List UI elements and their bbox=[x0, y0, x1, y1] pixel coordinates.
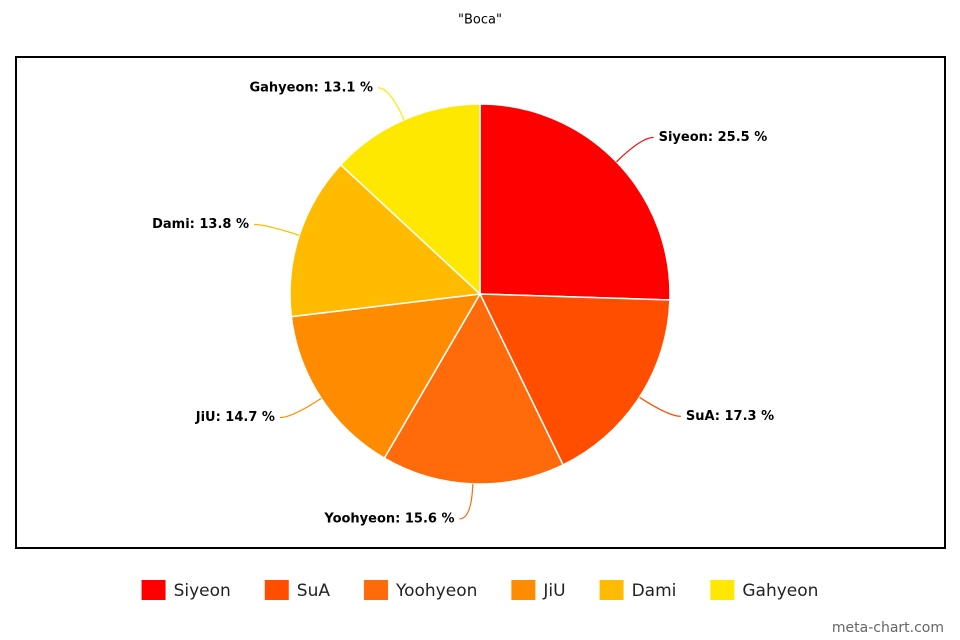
legend-label: Gahyeon bbox=[742, 581, 818, 601]
legend-swatch bbox=[511, 580, 536, 600]
legend-label: JiU bbox=[542, 581, 565, 601]
pie-slice bbox=[289, 163, 482, 318]
pie-slice bbox=[478, 293, 671, 466]
data-label: SuA: 17.3 % bbox=[686, 409, 774, 424]
pie-slice bbox=[479, 103, 671, 301]
legend-label: Siyeon bbox=[174, 581, 231, 601]
leader-line bbox=[639, 396, 681, 417]
chart-title: "Boca" bbox=[458, 13, 502, 28]
pie-slice bbox=[290, 293, 482, 460]
leader-line bbox=[279, 397, 322, 419]
data-label: JiU: 14.7 % bbox=[195, 410, 275, 425]
data-label: Gahyeon: 13.1 % bbox=[249, 80, 373, 95]
legend-swatch bbox=[141, 580, 166, 600]
leader-line bbox=[254, 223, 300, 236]
pie-slice bbox=[383, 292, 565, 485]
data-label: Dami: 13.8 % bbox=[152, 217, 249, 232]
legend-swatch bbox=[710, 580, 735, 600]
leader-line bbox=[377, 87, 405, 121]
legend-label: Dami bbox=[632, 581, 677, 601]
leader-line bbox=[459, 483, 474, 520]
legend-label: Yoohyeon bbox=[395, 581, 477, 601]
legend-swatch bbox=[264, 580, 289, 600]
legend-swatch bbox=[363, 580, 388, 600]
leader-line bbox=[616, 136, 654, 163]
data-label: Siyeon: 25.5 % bbox=[659, 130, 768, 145]
plot-border bbox=[15, 56, 946, 549]
data-label: Yoohyeon: 15.6 % bbox=[323, 511, 454, 526]
legend-label: SuA bbox=[297, 581, 331, 601]
legend-swatch bbox=[599, 580, 624, 600]
watermark: meta-chart.com bbox=[832, 620, 944, 636]
